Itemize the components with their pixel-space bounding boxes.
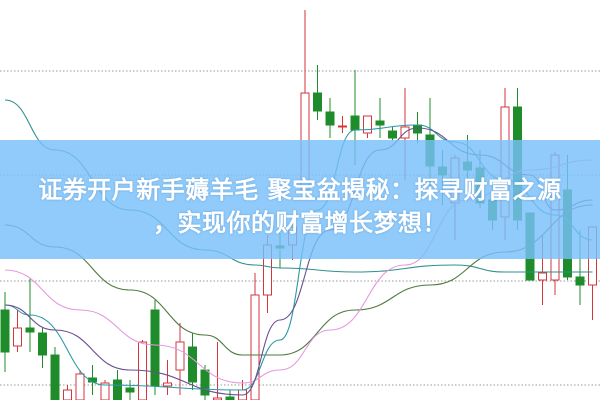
candle-down bbox=[313, 92, 322, 112]
candle-down bbox=[413, 124, 422, 134]
candle-down bbox=[575, 276, 585, 286]
candle-down bbox=[50, 354, 60, 400]
candle-down bbox=[225, 396, 235, 400]
candle-up bbox=[75, 373, 85, 400]
candle-down bbox=[0, 309, 10, 353]
headline-line-2: ，实现你的财富增长梦想！ bbox=[153, 209, 447, 237]
headline-banner bbox=[0, 140, 600, 259]
candle-up bbox=[175, 341, 185, 371]
candle-up bbox=[338, 125, 347, 128]
candle-up bbox=[63, 389, 72, 400]
candle-up bbox=[100, 382, 110, 400]
candle-up bbox=[250, 294, 260, 400]
candle-down bbox=[350, 115, 360, 131]
candle-down bbox=[388, 130, 397, 139]
candle-down bbox=[150, 309, 160, 387]
candle-down bbox=[188, 346, 197, 383]
candle-down bbox=[113, 379, 122, 400]
candle-up bbox=[538, 272, 547, 281]
candle-down bbox=[325, 111, 335, 126]
headline-line-1: 证券开户新手薅羊毛 聚宝盆揭秘：探寻财富之源 bbox=[38, 176, 562, 204]
candle-down bbox=[125, 387, 135, 393]
candle-down bbox=[38, 332, 47, 356]
candle-up bbox=[213, 397, 222, 400]
candle-up bbox=[13, 327, 22, 347]
candle-down bbox=[200, 369, 210, 396]
candle-up bbox=[363, 115, 372, 134]
candle-up bbox=[163, 382, 172, 387]
candle-down bbox=[25, 327, 35, 333]
candle-down bbox=[375, 120, 385, 126]
